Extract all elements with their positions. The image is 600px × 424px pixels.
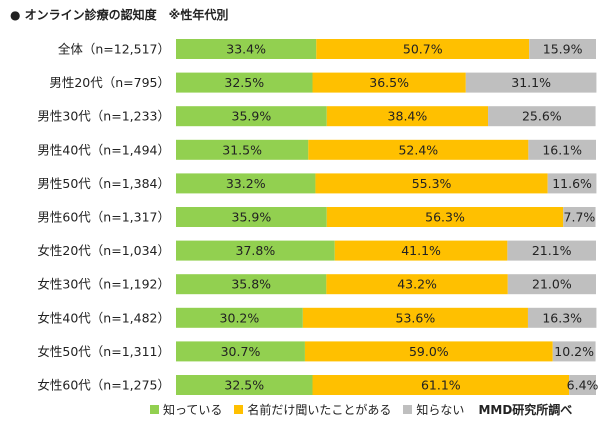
bar-segment-2 (312, 375, 570, 395)
title-text: オンライン診療の認知度 ※性年代別 (24, 8, 229, 22)
bar-segment-3 (529, 39, 596, 59)
data-label: 59.0% (409, 344, 449, 359)
category-label: 女性50代（n=1,311） (37, 344, 170, 359)
bar-segment-2 (312, 72, 466, 93)
bar-segment-1 (176, 240, 335, 261)
legend-swatch (403, 405, 413, 414)
data-label: 61.1% (421, 378, 461, 393)
bar-segment-2 (334, 240, 508, 261)
bar-segment-2 (308, 139, 529, 160)
legend-label: 知らない (416, 403, 465, 417)
category-label: 全体（n=12,517） (58, 42, 170, 57)
bar-segment-1 (176, 139, 309, 160)
data-label: 52.4% (398, 142, 438, 157)
bar-segment-3 (569, 375, 596, 395)
data-label: 10.2% (554, 344, 594, 359)
legend-item: 知っている (150, 401, 222, 418)
bar-segment-3 (465, 72, 597, 93)
data-label: 16.3% (542, 310, 582, 325)
bar-segment-2 (302, 307, 528, 328)
data-label: 35.9% (232, 210, 272, 225)
bar-segment-3 (547, 173, 597, 194)
data-label: 50.7% (403, 42, 443, 57)
title-bullet: ● (10, 8, 21, 22)
category-label: 女性40代（n=1,482） (37, 310, 170, 325)
data-label: 35.9% (232, 109, 272, 124)
data-label: 7.7% (564, 210, 596, 225)
data-label: 31.5% (222, 142, 262, 157)
bar-segment-1 (176, 207, 327, 227)
bar-segment-3 (552, 341, 596, 362)
legend-swatch (234, 405, 244, 414)
bar-segment-1 (176, 307, 303, 328)
bar-segment-2 (304, 341, 553, 362)
bar-segment-2 (326, 106, 489, 127)
bar-segment-3 (507, 240, 596, 261)
data-label: 41.1% (401, 243, 441, 258)
bar-segment-2 (326, 274, 508, 295)
data-label: 56.3% (425, 210, 465, 225)
category-label: 男性40代（n=1,494） (37, 142, 170, 157)
category-label: 女性20代（n=1,034） (37, 243, 170, 258)
data-label: 38.4% (388, 109, 428, 124)
data-label: 37.8% (236, 243, 276, 258)
data-label: 36.5% (369, 75, 409, 90)
bar-segment-2 (315, 173, 548, 194)
bar-segment-1 (176, 274, 327, 295)
bar-segment-1 (176, 375, 313, 395)
legend-swatch (150, 405, 159, 414)
data-label: 33.4% (226, 42, 266, 57)
data-label: 35.8% (231, 277, 271, 292)
bar-segment-1 (176, 72, 313, 93)
bar-segment-2 (326, 207, 564, 227)
data-label: 53.6% (396, 310, 436, 325)
data-label: 21.1% (532, 243, 572, 258)
data-label: 31.1% (511, 75, 551, 90)
data-label: 11.6% (552, 176, 592, 191)
data-label: 25.6% (522, 109, 562, 124)
bar-segment-3 (528, 139, 596, 160)
data-label: 33.2% (226, 176, 266, 191)
bar-segment-3 (527, 307, 597, 328)
data-label: 32.5% (224, 378, 264, 393)
data-label: 55.3% (412, 176, 452, 191)
bar-segment-1 (176, 106, 327, 127)
data-label: 15.9% (543, 42, 583, 57)
legend-label: 知っている (163, 403, 223, 417)
bar-segment-1 (176, 173, 316, 194)
legend-item: 名前だけ聞いたことがある (234, 401, 391, 418)
category-label: 男性20代（n=795） (49, 75, 170, 90)
bar-segment-3 (563, 207, 596, 227)
bar-segment-2 (316, 39, 530, 59)
category-label: 女性30代（n=1,192） (37, 277, 170, 292)
data-label: 32.5% (224, 75, 264, 90)
bar-segment-1 (176, 39, 317, 59)
legend-item: 知らない (403, 401, 464, 418)
data-label: 21.0% (532, 277, 572, 292)
legend-label: 名前だけ聞いたことがある (247, 403, 392, 417)
bar-segment-3 (488, 106, 596, 127)
bar-segment-1 (176, 341, 305, 362)
data-label: 6.4% (567, 378, 599, 393)
category-label: 男性60代（n=1,317） (37, 210, 170, 225)
data-label: 30.7% (221, 344, 261, 359)
data-label: 16.1% (542, 142, 582, 157)
category-label: 男性50代（n=1,384） (37, 176, 170, 191)
category-label: 男性30代（n=1,233） (37, 109, 170, 124)
category-label: 女性60代（n=1,275） (37, 378, 170, 393)
data-label: 43.2% (397, 277, 437, 292)
source-note: MMD研究所調べ (478, 403, 573, 417)
chart-title: ● オンライン診療の認知度 ※性年代別 (10, 6, 228, 23)
legend: 知っている 名前だけ聞いたことがある 知らない MMD研究所調べ (150, 401, 572, 418)
data-label: 30.2% (220, 310, 260, 325)
bar-segment-3 (507, 274, 596, 295)
